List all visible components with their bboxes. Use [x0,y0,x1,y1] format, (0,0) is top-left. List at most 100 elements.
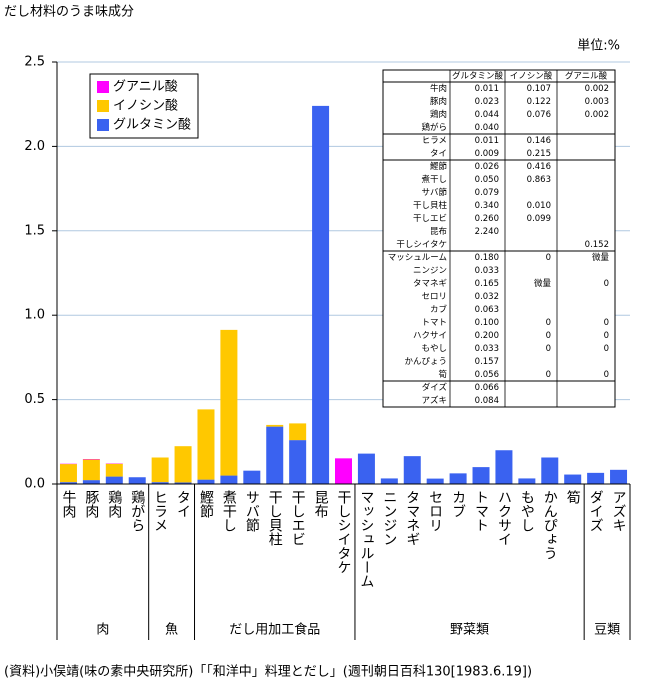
bar [472,467,490,484]
table-cell: 0.099 [527,214,551,224]
table-cell: 0.040 [475,123,499,133]
bar [541,457,559,484]
bar [174,446,192,483]
table-cell: 0.044 [475,110,499,120]
y-tick-label: 2.0 [24,139,45,154]
x-tick-label: アズキ [611,490,627,532]
bar [174,482,192,484]
bar [495,450,513,484]
table-header: グアニル酸 [565,71,608,82]
x-tick-label: ハクサイ [496,490,512,546]
x-tick-label: ニンジン [381,490,397,546]
x-tick-label: 鶏肉 [106,490,122,518]
table-cell: 0.032 [475,292,499,302]
table-row-name: 煮干し [421,174,447,185]
table-row-name: 鶏肉 [430,109,447,120]
legend-swatch [97,100,109,112]
table-cell: 0.152 [585,240,609,250]
table-row-name: タイ [430,149,447,159]
legend-label: グアニル酸 [113,80,178,95]
table-header: イノシン酸 [510,71,553,82]
bar [59,464,77,483]
y-tick-label: 1.5 [24,223,45,238]
x-tick-label: サバ節 [244,490,260,532]
bar [197,409,215,480]
legend-label: イノシン酸 [113,99,178,114]
table-header: グルタミン酸 [452,71,504,82]
x-tick-label: ヒラメ [152,490,168,532]
table-bg [382,69,616,408]
table-cell: 0.165 [475,279,499,289]
table-cell: 0.107 [527,84,551,94]
x-tick-label: もやし [519,490,535,532]
table-cell: 0 [546,318,551,328]
x-tick-label: 昆布 [313,490,329,518]
bar [82,459,100,460]
table-row-name: ハクサイ [413,331,447,341]
bar [82,480,100,484]
x-tick-label: 鰹節 [198,490,214,518]
table-row-name: かんぴょう [404,357,447,367]
table-cell: 0.146 [527,136,551,146]
x-tick-label: トマト [473,490,489,532]
table-cell: 0.011 [475,136,499,146]
bar [197,479,215,484]
table-cell: 0.260 [475,214,499,224]
table-row-name: 鶏がら [421,122,447,133]
bar [587,472,605,484]
table-cell: 0.033 [475,344,499,354]
group-label: 豆類 [594,623,620,638]
table-cell: 微量 [592,252,610,263]
table-cell: 0.002 [585,110,609,120]
table-cell: 0.063 [475,305,499,315]
table-row-name: ダイズ [422,382,448,393]
bar [105,476,123,484]
bar [266,426,284,484]
bar [220,475,238,484]
bar [357,453,375,484]
table-cell: 0 [604,370,609,380]
table-row-name: もやし [421,344,447,354]
table-row-name: アズキ [421,395,447,406]
bar [564,474,582,484]
bar [105,463,123,477]
table-cell: 0.002 [585,84,609,94]
x-tick-label: マッシュルーム [358,490,374,588]
table-cell: 0.215 [527,149,551,159]
table-row-name: 豚肉 [430,96,447,107]
table-cell: 0 [604,344,609,354]
bar [151,482,169,484]
y-tick-label: 0.0 [24,477,45,492]
table-cell: 0.157 [475,357,499,367]
table-cell: 0.066 [475,383,499,393]
table-row-name: ヒラメ [422,136,447,146]
source: (資料)小俣靖(味の素中央研究所)「「和洋中」料理とだし」(週刊朝日百科130[… [4,665,532,680]
table-cell: 0.416 [527,162,551,172]
table-cell: 0.200 [475,331,499,341]
legend-swatch [97,81,109,93]
table-cell: 0.180 [475,253,499,263]
x-tick-label: カブ [450,490,466,518]
table-row-name: 干しエビ [413,214,447,224]
table-cell: 0.003 [585,97,609,107]
table-row-name: 筍 [438,369,447,380]
table-row-name: 昆布 [430,226,447,237]
bar [380,478,398,484]
table-row-name: タマネギ [413,279,448,289]
bar [403,456,421,484]
table-cell: 0.010 [527,201,551,211]
bar [59,482,77,484]
bar [128,477,146,484]
chart-title: だし材料のうま味成分 [4,5,134,20]
bar [518,478,536,484]
table-cell: 0.026 [475,162,499,172]
table-cell: 0 [546,331,551,341]
group-label: 野菜類 [450,623,489,638]
table-cell: 0 [604,331,609,341]
bar [312,105,330,484]
x-tick-label: セロリ [427,490,443,532]
table-cell: 0.084 [475,396,499,406]
legend-swatch [97,119,109,131]
bar [151,457,169,483]
